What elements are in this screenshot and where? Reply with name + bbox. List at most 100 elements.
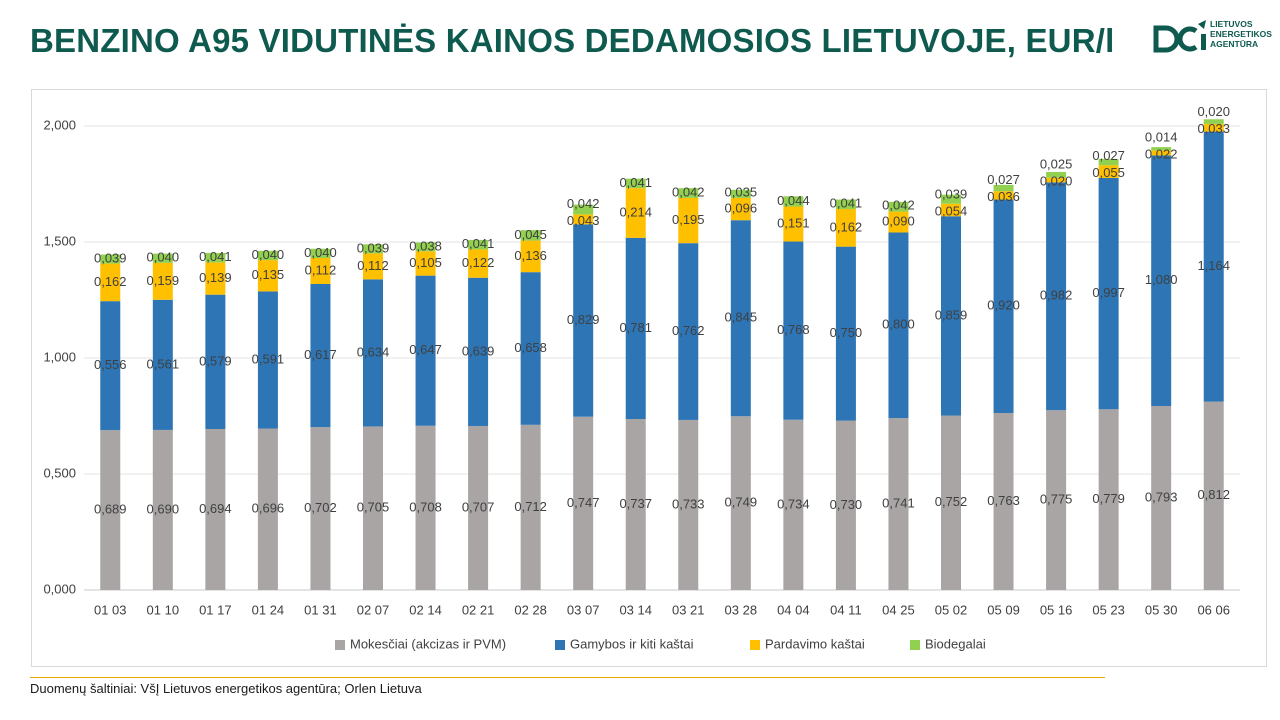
bar-segment-0 <box>783 419 804 590</box>
data-label-sales: 0,036 <box>987 189 1020 204</box>
bar-segment-0 <box>835 420 856 590</box>
bar-segment-1 <box>152 299 173 430</box>
bar-segment-3 <box>835 199 856 210</box>
data-label-production: 0,634 <box>357 344 390 359</box>
bar-segment-2 <box>1203 123 1224 132</box>
data-label-taxes: 0,705 <box>357 500 390 515</box>
bar-segment-0 <box>888 418 909 590</box>
data-label-production: 1,080 <box>1145 272 1178 287</box>
bar-segment-0 <box>520 424 541 590</box>
data-label-sales: 0,214 <box>619 204 652 219</box>
data-label-sales: 0,043 <box>567 213 600 228</box>
x-tick-label: 04 11 <box>830 602 862 617</box>
bar-segment-1 <box>993 199 1014 413</box>
data-label-sales: 0,195 <box>672 212 705 227</box>
bar-segment-1 <box>100 301 121 431</box>
bar-segment-0 <box>1098 409 1119 590</box>
data-label-taxes: 0,749 <box>725 495 758 510</box>
bar-segment-3 <box>100 254 121 264</box>
bar-segment-1 <box>573 224 594 417</box>
bar-segment-2 <box>310 258 331 284</box>
bar-segment-0 <box>257 428 278 590</box>
data-label-sales: 0,105 <box>409 255 442 270</box>
data-label-sales: 0,054 <box>935 203 968 218</box>
bar-segment-2 <box>1151 150 1172 156</box>
data-label-production: 0,639 <box>462 343 495 358</box>
data-label-production: 0,617 <box>304 347 337 362</box>
bar-segment-1 <box>520 272 541 425</box>
data-label-taxes: 0,733 <box>672 496 705 511</box>
data-label-production: 0,845 <box>725 310 758 325</box>
data-label-biofuel: 0,020 <box>1197 104 1230 119</box>
bar-segment-3 <box>730 189 751 198</box>
data-label-sales: 0,159 <box>147 273 180 288</box>
data-label-taxes: 0,779 <box>1092 491 1125 506</box>
bar-segment-2 <box>205 262 226 295</box>
legend-swatch <box>750 640 760 650</box>
bar-segment-1 <box>363 279 383 427</box>
data-label-biofuel: 0,027 <box>987 172 1020 187</box>
data-label-biofuel: 0,041 <box>199 249 232 264</box>
data-label-production: 0,829 <box>567 312 600 327</box>
data-label-biofuel: 0,041 <box>619 175 652 190</box>
bar-segment-2 <box>730 197 751 221</box>
data-label-production: 0,591 <box>252 351 285 366</box>
data-label-biofuel: 0,041 <box>462 236 495 251</box>
data-label-sales: 0,022 <box>1145 146 1178 161</box>
data-label-production: 1,164 <box>1197 258 1230 273</box>
data-label-sales: 0,096 <box>725 200 758 215</box>
bar-segment-0 <box>310 427 331 590</box>
bar-segment-0 <box>415 425 436 590</box>
bar-segment-1 <box>1046 182 1067 411</box>
bar-segment-0 <box>100 430 121 590</box>
data-label-taxes: 0,708 <box>409 499 442 514</box>
x-tick-label: 01 31 <box>304 602 337 617</box>
data-label-biofuel: 0,039 <box>357 240 390 255</box>
bar-segment-1 <box>1203 131 1224 402</box>
bar-segment-2 <box>363 253 383 280</box>
bar-segment-3 <box>415 242 436 252</box>
data-label-sales: 0,139 <box>199 270 232 285</box>
source-divider <box>30 677 1105 678</box>
data-label-production: 0,920 <box>987 298 1020 313</box>
bar-segment-2 <box>415 251 436 276</box>
y-tick-label: 0,500 <box>43 465 76 480</box>
x-tick-label: 05 02 <box>935 602 968 617</box>
agency-logo-icon <box>1153 20 1206 53</box>
data-label-taxes: 0,689 <box>94 502 127 517</box>
page-title: BENZINO A95 VIDUTINĖS KAINOS DEDAMOSIOS … <box>30 22 1115 59</box>
data-label-production: 0,982 <box>1040 288 1073 303</box>
x-tick-label: 01 24 <box>252 602 285 617</box>
bar-segment-3 <box>1098 158 1119 166</box>
data-label-sales: 0,112 <box>357 258 389 273</box>
data-label-taxes: 0,747 <box>567 495 600 510</box>
x-tick-label: 05 09 <box>987 602 1020 617</box>
data-label-sales: 0,122 <box>462 255 495 270</box>
bar-segment-3 <box>678 188 699 198</box>
bar-segment-1 <box>625 237 646 420</box>
data-label-biofuel: 0,039 <box>94 250 127 265</box>
y-tick-label: 1,500 <box>43 233 76 248</box>
bar-segment-3 <box>941 194 961 204</box>
data-label-production: 0,859 <box>935 307 968 322</box>
bar-segment-0 <box>1046 410 1067 590</box>
x-tick-label: 03 21 <box>672 602 705 617</box>
data-label-biofuel: 0,038 <box>409 238 442 253</box>
data-label-sales: 0,112 <box>305 262 337 277</box>
bar-segment-3 <box>520 230 541 241</box>
bar-segment-2 <box>468 249 489 278</box>
data-label-production: 0,768 <box>777 322 810 337</box>
data-label-biofuel: 0,025 <box>1040 156 1073 171</box>
bar-segment-3 <box>993 184 1014 192</box>
data-label-sales: 0,135 <box>252 267 285 282</box>
bar-segment-0 <box>625 419 646 590</box>
data-label-production: 0,579 <box>199 353 232 368</box>
x-tick-label: 03 28 <box>725 602 758 617</box>
data-label-sales: 0,055 <box>1092 165 1125 180</box>
bar-segment-0 <box>205 428 226 590</box>
data-label-taxes: 0,702 <box>304 500 337 515</box>
data-label-biofuel: 0,040 <box>252 247 285 262</box>
bar-segment-3 <box>625 178 646 189</box>
y-tick-label: 0,000 <box>43 581 76 596</box>
data-label-biofuel: 0,041 <box>830 196 863 211</box>
